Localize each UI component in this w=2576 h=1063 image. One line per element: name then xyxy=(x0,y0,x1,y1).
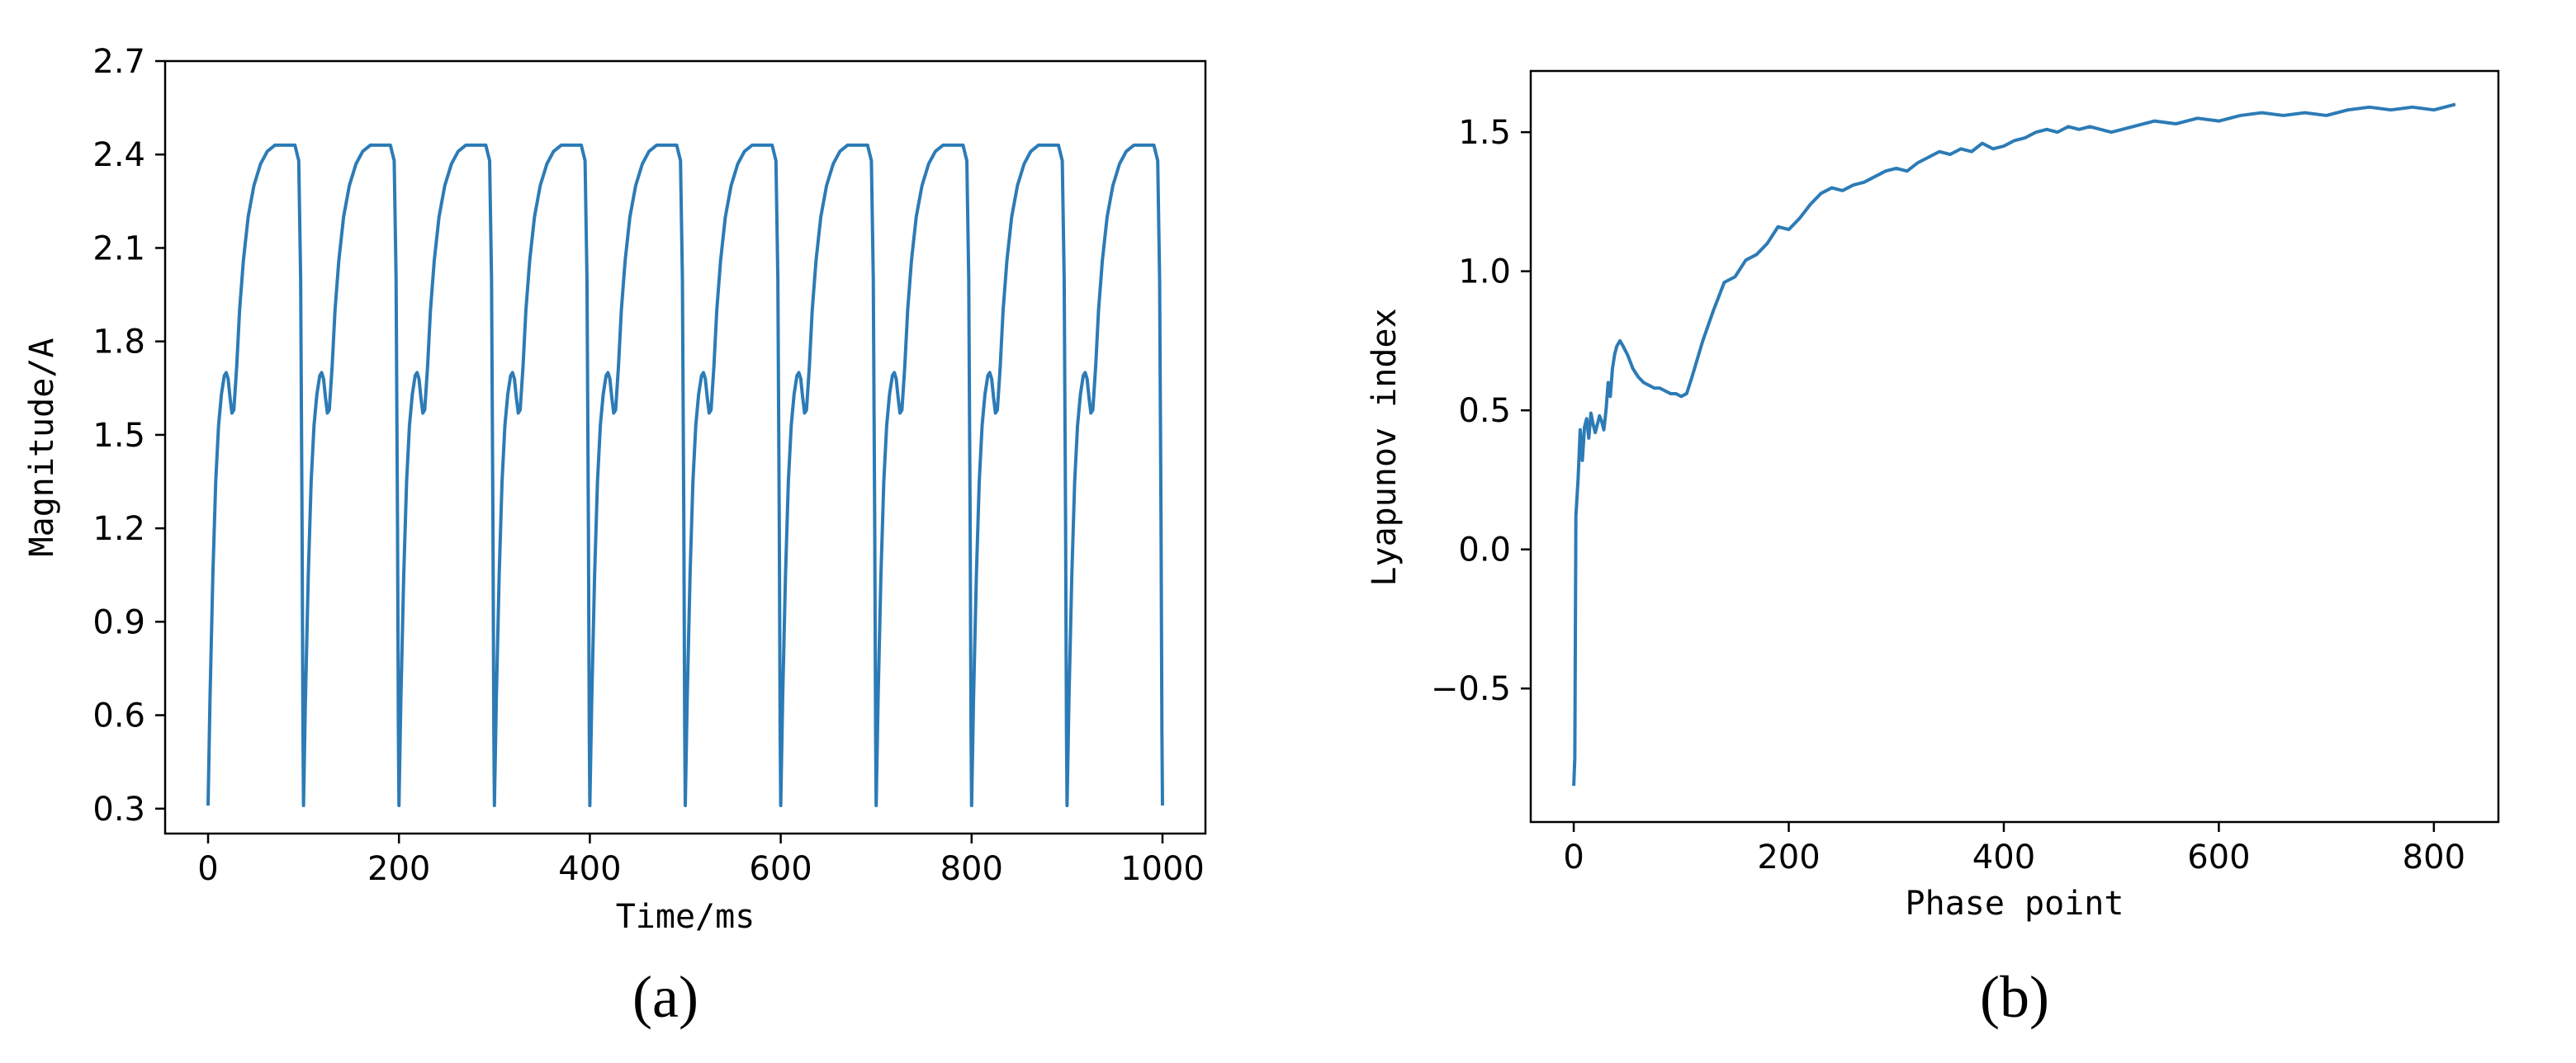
panel-b-ytick-label: 1.5 xyxy=(1458,114,1511,152)
panel-b-ytick-label: −0.5 xyxy=(1431,670,1511,708)
panel-a-xtick-label: 600 xyxy=(749,850,812,888)
panel-a-ytick-label: 2.4 xyxy=(92,136,145,174)
panel-a-xtick-label: 1000 xyxy=(1120,850,1205,888)
panel-a-xtick-label: 800 xyxy=(940,850,1003,888)
panel-a-series xyxy=(206,143,1164,808)
panel-b-label: (b) xyxy=(1980,964,2049,1030)
panel-a: 0 200 400 600 800 1000 0.3 0.6 0.9 1.2 1.5 1.8 2.1 2.… xyxy=(23,43,1207,1030)
panel-b-ytick-label: 0.5 xyxy=(1458,392,1511,430)
panel-b-series xyxy=(1572,102,2456,787)
panel-a-xtick-label: 200 xyxy=(367,850,430,888)
panel-a-ticks: 0 200 400 600 800 1000 0.3 0.6 0.9 1.2 1.5 1.8 2.1 2.… xyxy=(92,43,1205,888)
panel-b: 0 200 400 600 800 −0.5 0.0 0.5 1.0 1.5 Phase poin… xyxy=(1366,69,2500,1030)
panel-b-xtick-label: 800 xyxy=(2403,839,2465,876)
panel-b-ticks: 0 200 400 600 800 −0.5 0.0 0.5 1.0 1.5 xyxy=(1431,114,2465,876)
panel-a-ytick-label: 0.6 xyxy=(92,697,145,735)
panel-a-ytick-label: 1.5 xyxy=(92,417,145,455)
panel-b-ylabel: Lyapunov index xyxy=(1366,308,1404,586)
panel-b-xtick-label: 0 xyxy=(1563,839,1584,876)
panel-b-ytick-label: 1.0 xyxy=(1458,253,1511,291)
panel-a-ytick-label: 2.7 xyxy=(92,43,145,81)
panel-a-ytick-label: 1.8 xyxy=(92,324,145,361)
panel-a-ytick-label: 1.2 xyxy=(92,510,145,548)
panel-a-axes-frame xyxy=(163,59,1207,835)
panel-b-ytick-label: 0.0 xyxy=(1458,532,1511,569)
panel-a-ylabel: Magnitude/A xyxy=(23,338,61,557)
panel-b-axes-frame xyxy=(1529,69,2500,824)
panel-a-ytick-label: 0.9 xyxy=(92,603,145,641)
panel-a-xtick-label: 0 xyxy=(197,850,218,888)
panel-a-label: (a) xyxy=(632,964,698,1030)
panel-b-xtick-label: 600 xyxy=(2187,839,2250,876)
panel-a-series-line xyxy=(206,143,1164,808)
panel-a-xlabel: Time/ms xyxy=(616,898,755,936)
panel-b-series-line xyxy=(1572,102,2456,787)
panel-a-ytick-label: 0.3 xyxy=(92,791,145,829)
panel-b-xtick-label: 400 xyxy=(1972,839,2035,876)
panel-a-xtick-label: 400 xyxy=(558,850,621,888)
panel-b-xtick-label: 200 xyxy=(1757,839,1820,876)
panel-b-xlabel: Phase point xyxy=(1906,885,2124,923)
panel-a-ytick-label: 2.1 xyxy=(92,229,145,267)
